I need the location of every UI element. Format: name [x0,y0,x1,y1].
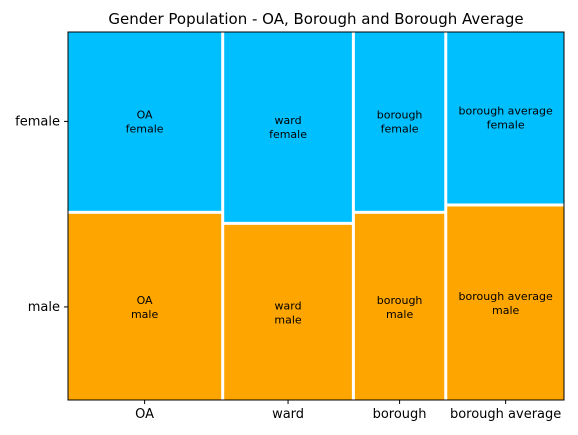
x-tick-label-borough-average: borough average [450,407,561,422]
bar-borough-female [354,32,445,211]
cell-label-borough-female-line: borough [377,108,423,121]
cell-label-borough-average-male: borough average male [459,290,553,317]
cell-label-OA-female: OA female [126,108,164,135]
chart-title: Gender Population - OA, Borough and Boro… [108,10,523,28]
x-tick-label-OA: OA [135,407,154,422]
bar-borough-average-female [447,32,564,204]
plot-frame [67,31,565,401]
cell-label-borough-female-line: female [381,122,419,135]
bar-OA-male [68,213,222,400]
cell-label-borough-average-female-line: female [487,119,525,132]
cell-label-borough-average-female-line: borough average [459,105,553,118]
cell-label-borough-male-line: male [386,308,414,321]
bar-ward-male [224,224,352,400]
bar-OA-female [68,32,222,211]
cell-label-borough-average-male-line: male [492,304,520,317]
cell-label-ward-male: ward male [274,299,302,326]
cell-label-ward-female-line: ward [275,114,302,127]
bar-ward-female [224,32,352,222]
y-tick-label-female: female [15,114,60,129]
bar-borough-average-male [447,206,564,400]
x-tick-label-borough: borough [373,407,427,422]
y-axis: female male [15,114,68,315]
cell-label-borough-male-line: borough [377,294,423,307]
y-tick-label-male: male [28,300,60,315]
cell-label-OA-male: OA male [131,294,159,321]
cell-label-ward-male-line: ward [275,299,302,312]
cell-label-borough-male: borough male [377,294,423,321]
cell-label-OA-female-line: female [126,122,164,135]
x-axis: OA ward borough borough average [135,400,561,422]
cell-label-OA-female-line: OA [137,108,153,121]
cell-label-ward-male-line: male [274,313,302,326]
x-tick-label-ward: ward [272,407,304,422]
cell-label-ward-female-line: female [269,128,307,141]
cell-label-ward-female: ward female [269,114,307,141]
cell-label-borough-average-male-line: borough average [459,290,553,303]
cell-label-borough-female: borough female [377,108,423,135]
cell-label-OA-male-line: male [131,308,159,321]
bar-borough-male [354,213,445,400]
cell-label-OA-male-line: OA [137,294,153,307]
cell-label-borough-average-female: borough average female [459,105,553,132]
